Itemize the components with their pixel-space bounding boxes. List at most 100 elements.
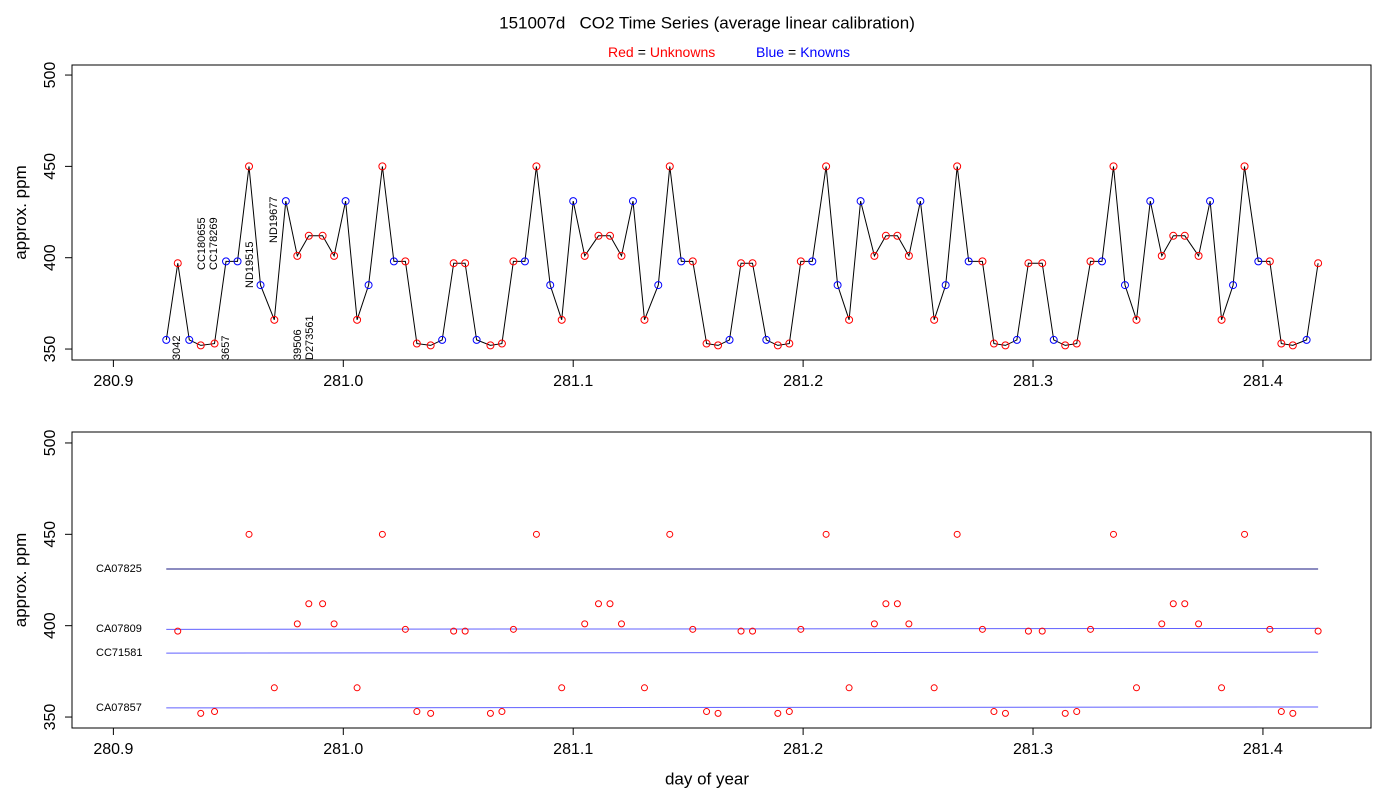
data-point — [1049, 335, 1058, 344]
data-point — [737, 627, 745, 635]
data-point — [1087, 625, 1095, 633]
reference-line — [166, 706, 1319, 709]
data-point — [1038, 627, 1046, 635]
data-point — [1277, 339, 1286, 348]
data-point — [1061, 341, 1070, 350]
data-point — [989, 339, 998, 348]
y-tick-label: 400 — [42, 244, 59, 271]
data-point — [1288, 341, 1297, 350]
legend-separator: = — [638, 44, 646, 60]
data-point — [1229, 281, 1238, 290]
data-point — [401, 257, 410, 266]
data-point — [427, 709, 435, 717]
data-point — [594, 600, 602, 608]
data-point — [270, 684, 278, 692]
data-point — [1132, 315, 1141, 324]
data-point — [318, 231, 327, 240]
data-point — [606, 600, 614, 608]
data-point — [833, 281, 842, 290]
data-point — [389, 257, 398, 266]
data-point — [520, 257, 529, 266]
data-point — [774, 709, 782, 717]
data-point — [990, 708, 998, 716]
data-point — [916, 197, 925, 206]
data-point — [893, 600, 901, 608]
data-point — [881, 231, 890, 240]
data-point — [353, 315, 362, 324]
data-point — [1073, 708, 1081, 716]
data-point — [557, 315, 566, 324]
data-point — [1012, 335, 1021, 344]
data-point — [1120, 281, 1129, 290]
data-point — [1194, 251, 1203, 260]
data-point — [486, 709, 494, 717]
x-tick-label: 280.9 — [93, 373, 133, 390]
data-point — [654, 281, 663, 290]
data-point — [822, 530, 830, 538]
trace-line — [165, 166, 1319, 346]
data-point — [617, 251, 626, 260]
data-point — [1254, 257, 1263, 266]
data-point — [796, 257, 805, 266]
data-point — [749, 627, 757, 635]
data-point — [174, 627, 182, 635]
data-point — [1109, 530, 1117, 538]
annotation: CC178269 — [208, 217, 220, 270]
data-point — [1217, 315, 1226, 324]
data-point — [1180, 231, 1189, 240]
data-point — [353, 684, 361, 692]
data-point — [941, 281, 950, 290]
reference-label: CA07825 — [96, 563, 142, 575]
data-point — [1206, 197, 1215, 206]
data-point — [1098, 257, 1107, 266]
data-point — [1265, 257, 1274, 266]
data-point — [185, 335, 194, 344]
data-point — [605, 231, 614, 240]
data-point — [882, 600, 890, 608]
data-point — [725, 335, 734, 344]
data-point — [1314, 627, 1322, 635]
x-tick-label: 281.3 — [1013, 741, 1053, 758]
data-point — [666, 530, 674, 538]
data-point — [1240, 162, 1249, 171]
annotation: CC180655 — [196, 217, 208, 270]
data-point — [486, 341, 495, 350]
reference-label: CA07857 — [96, 702, 142, 714]
data-point — [1169, 231, 1178, 240]
annotation: D273561 — [304, 315, 316, 360]
x-tick-label: 280.9 — [93, 741, 133, 758]
data-point — [378, 530, 386, 538]
data-point — [953, 530, 961, 538]
x-tick-label: 281.0 — [323, 741, 363, 758]
data-point — [1302, 335, 1311, 344]
data-point — [546, 281, 555, 290]
y-axis-label: approx. ppm — [11, 533, 30, 628]
data-point — [319, 600, 327, 608]
legend-entry: Red = Unknowns — [608, 44, 715, 60]
data-point — [893, 231, 902, 240]
data-point — [689, 625, 697, 633]
y-tick-label: 350 — [42, 336, 59, 363]
y-tick-label: 500 — [42, 62, 59, 89]
data-point — [737, 259, 746, 268]
y-axis-label: approx. ppm — [11, 165, 30, 260]
data-point — [870, 620, 878, 628]
data-point — [450, 627, 458, 635]
data-point — [1181, 600, 1189, 608]
data-point — [1241, 530, 1249, 538]
data-point — [1195, 620, 1203, 628]
data-point — [293, 251, 302, 260]
data-point — [558, 684, 566, 692]
data-point — [412, 339, 421, 348]
legend-color-word: Red — [608, 44, 634, 60]
data-point — [173, 259, 182, 268]
data-point — [532, 162, 541, 171]
legend-separator: = — [788, 44, 796, 60]
data-point — [211, 708, 219, 716]
legend-color-word: Blue — [756, 44, 784, 60]
reference-label: CC71581 — [96, 647, 142, 659]
data-point — [449, 259, 458, 268]
data-point — [245, 530, 253, 538]
data-point — [281, 197, 290, 206]
data-point — [1158, 620, 1166, 628]
